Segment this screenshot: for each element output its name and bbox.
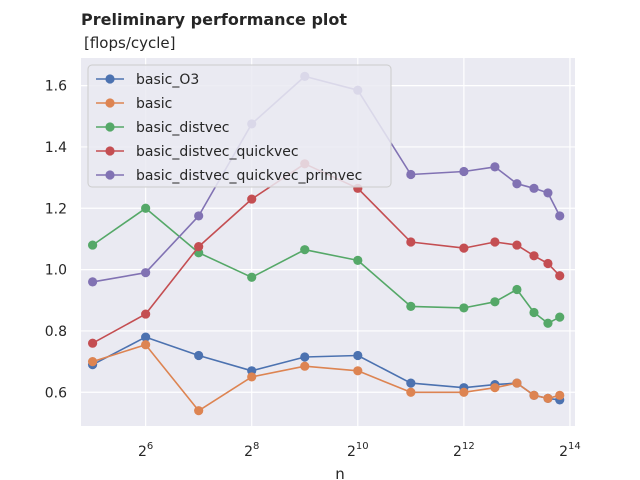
x-tick-label: 212 xyxy=(453,441,475,460)
legend-label: basic_distvec xyxy=(136,120,230,136)
data-point xyxy=(247,372,257,382)
data-point xyxy=(406,378,416,388)
data-point xyxy=(543,188,553,198)
data-point xyxy=(529,183,539,193)
data-point xyxy=(194,406,204,416)
data-point xyxy=(353,366,363,376)
y-tick-label: 1.4 xyxy=(45,140,67,156)
legend-label: basic_O3 xyxy=(136,72,199,88)
legend-marker xyxy=(105,170,115,180)
data-point xyxy=(459,166,469,177)
data-point xyxy=(555,211,565,221)
data-point xyxy=(512,240,522,250)
data-point xyxy=(555,312,565,322)
data-point xyxy=(543,393,553,403)
data-point xyxy=(529,307,539,318)
data-point xyxy=(87,240,98,250)
data-point xyxy=(490,297,500,307)
data-point xyxy=(543,258,553,269)
data-point xyxy=(406,301,416,311)
data-point xyxy=(353,255,363,265)
data-point xyxy=(87,357,98,367)
y-tick-label: 1.2 xyxy=(45,201,67,217)
data-point xyxy=(490,383,500,393)
data-point xyxy=(141,268,151,278)
data-point xyxy=(543,318,553,328)
data-point xyxy=(459,387,469,397)
data-point xyxy=(459,303,469,313)
x-tick-label: 214 xyxy=(559,441,581,460)
data-point xyxy=(529,390,539,400)
legend-marker xyxy=(105,74,115,84)
legend-marker xyxy=(105,122,115,132)
data-point xyxy=(512,284,522,295)
data-point xyxy=(141,340,151,350)
y-tick-label: 1.6 xyxy=(45,79,67,95)
y-tick-label: 0.6 xyxy=(45,385,67,401)
x-axis-label: n xyxy=(335,465,345,480)
data-point xyxy=(529,251,539,261)
data-point xyxy=(87,338,98,348)
chart-title: Preliminary performance plot xyxy=(81,10,348,29)
data-point xyxy=(141,332,151,342)
legend-marker xyxy=(105,146,115,156)
y-tick-label: 0.8 xyxy=(45,324,67,340)
data-point xyxy=(141,203,151,213)
data-point xyxy=(555,271,565,281)
legend-label: basic xyxy=(136,96,172,112)
chart-subtitle: [flops/cycle] xyxy=(84,34,176,52)
data-point xyxy=(87,277,98,287)
data-point xyxy=(194,211,204,221)
data-point xyxy=(300,361,310,371)
legend-marker xyxy=(105,98,115,108)
legend-label: basic_distvec_quickvec_primvec xyxy=(136,168,362,184)
data-point xyxy=(459,243,469,253)
data-point xyxy=(300,352,310,362)
data-point xyxy=(490,237,500,247)
data-point xyxy=(406,387,416,397)
x-tick-label: 210 xyxy=(347,441,369,460)
data-point xyxy=(194,242,204,252)
data-point xyxy=(247,272,257,282)
legend-box xyxy=(87,64,392,188)
x-tick-label: 26 xyxy=(138,441,153,460)
data-point xyxy=(512,179,522,189)
data-point xyxy=(247,194,257,204)
data-point xyxy=(194,350,204,361)
y-tick-label: 1.0 xyxy=(45,263,67,279)
data-point xyxy=(406,169,416,180)
data-point xyxy=(555,390,565,400)
data-point xyxy=(300,245,310,255)
x-tick-label: 28 xyxy=(244,441,259,460)
data-point xyxy=(406,237,416,247)
data-point xyxy=(490,162,500,172)
legend-label: basic_distvec_quickvec xyxy=(136,144,299,160)
data-point xyxy=(512,378,522,388)
data-point xyxy=(353,350,363,361)
data-point xyxy=(141,309,151,319)
